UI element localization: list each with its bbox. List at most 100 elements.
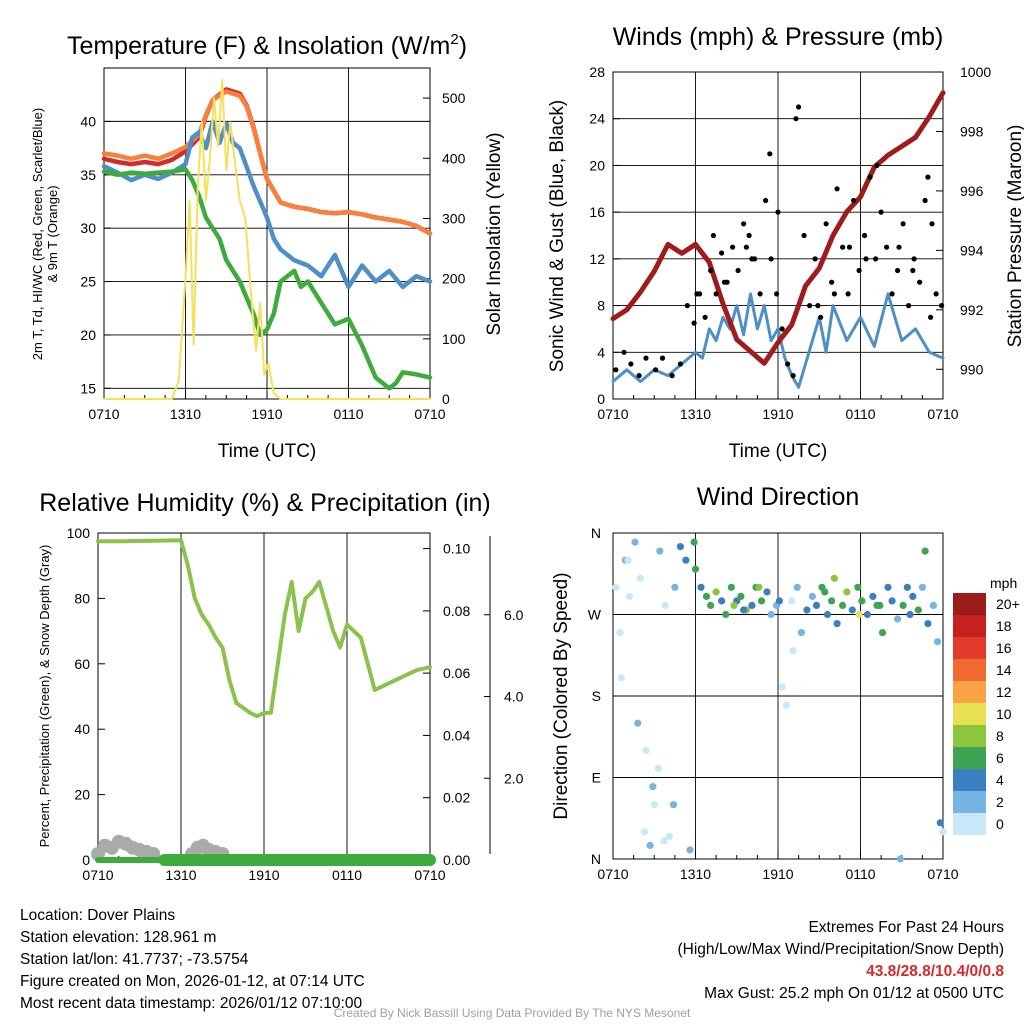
direction-point bbox=[878, 629, 887, 637]
direction-point bbox=[682, 556, 690, 564]
gust-point bbox=[922, 197, 928, 204]
right-tick-label: 996 bbox=[960, 183, 984, 199]
direction-point bbox=[858, 597, 866, 605]
extremes-info: Extremes For Past 24 Hours (High/Low/Max… bbox=[678, 917, 1005, 1005]
gust-point bbox=[884, 244, 890, 250]
gust-point bbox=[863, 256, 869, 262]
colorbar-label: 18 bbox=[996, 618, 1012, 634]
gust-point bbox=[917, 279, 923, 285]
series-line-station-pressure bbox=[610, 90, 946, 366]
x-tick-label: 0110 bbox=[332, 867, 362, 883]
direction-point bbox=[691, 565, 700, 573]
gust-point bbox=[702, 314, 708, 320]
station-location: Location: Dover Plains bbox=[20, 907, 176, 924]
direction-point bbox=[921, 547, 929, 555]
gust-point bbox=[812, 256, 818, 262]
series-line-solar-insolation bbox=[103, 79, 431, 400]
max-gust: Max Gust: 25.2 mph On 01/12 at 0500 UTC bbox=[704, 985, 1004, 1002]
direction-point bbox=[888, 597, 896, 605]
gust-point bbox=[851, 197, 857, 204]
y-tick-label: 80 bbox=[74, 590, 90, 606]
direction-point bbox=[660, 837, 668, 845]
colorbar-label: 12 bbox=[996, 684, 1012, 700]
direction-point bbox=[821, 588, 829, 596]
direction-point bbox=[808, 592, 817, 601]
right-tick-label: 200 bbox=[442, 271, 466, 287]
direction-tick-label: S bbox=[592, 688, 601, 704]
y-tick-label: 28 bbox=[589, 64, 605, 80]
x-tick-label: 0710 bbox=[597, 866, 628, 882]
y-tick-label: 40 bbox=[80, 113, 96, 129]
direction-point bbox=[914, 606, 922, 614]
colorbar-swatch bbox=[953, 769, 986, 791]
direction-point bbox=[894, 615, 902, 623]
direction-point bbox=[855, 610, 863, 619]
y-tick-label: 16 bbox=[589, 204, 605, 220]
y-tick-label: 30 bbox=[80, 220, 96, 236]
gust-point bbox=[862, 232, 868, 239]
rh-line bbox=[96, 538, 432, 719]
direction-point bbox=[707, 601, 715, 610]
precip-tick-label: 0.02 bbox=[443, 790, 470, 806]
direction-point bbox=[782, 701, 790, 709]
gust-point bbox=[691, 320, 697, 326]
direction-point bbox=[839, 601, 847, 610]
y-tick-label: 15 bbox=[80, 380, 96, 396]
direction-point bbox=[690, 538, 698, 546]
snow-tick-label: 6.0 bbox=[504, 607, 524, 623]
gust-point bbox=[878, 209, 884, 215]
direction-point bbox=[702, 592, 711, 601]
gust-point bbox=[743, 244, 750, 250]
direction-point bbox=[631, 538, 639, 546]
gust-point bbox=[793, 116, 799, 122]
direction-point bbox=[740, 606, 748, 614]
gust-point bbox=[801, 232, 807, 239]
x-tick-label: 0710 bbox=[927, 406, 958, 422]
y-tick-label: 60 bbox=[74, 656, 90, 672]
direction-point bbox=[641, 828, 649, 836]
colorbar-label: 2 bbox=[996, 794, 1004, 810]
direction-point bbox=[823, 610, 832, 619]
y-axis-label-left: Percent, Precipitation (Green), & Snow D… bbox=[37, 545, 52, 848]
snow-tick-label: 2.0 bbox=[504, 770, 524, 786]
direction-point bbox=[830, 574, 839, 582]
y-tick-label: 25 bbox=[80, 274, 96, 290]
x-tick-label: 1910 bbox=[251, 406, 282, 422]
colorbar-swatch bbox=[953, 593, 986, 615]
y-axis-label-right: Station Pressure (Maroon) bbox=[1005, 125, 1024, 348]
right-tick-label: 500 bbox=[442, 90, 466, 106]
gust-point bbox=[677, 361, 684, 367]
gust-point bbox=[925, 174, 931, 180]
y-tick-label: 20 bbox=[589, 157, 605, 173]
colorbar-label: 0 bbox=[996, 816, 1004, 832]
station-latlon: Station lat/lon: 41.7737; -73.5754 bbox=[20, 951, 249, 968]
gust-point bbox=[939, 303, 945, 309]
gust-point bbox=[889, 291, 895, 297]
right-tick-label: 300 bbox=[442, 210, 466, 226]
gust-point bbox=[779, 326, 785, 332]
gust-point bbox=[749, 256, 755, 262]
direction-point bbox=[906, 610, 914, 619]
direction-point bbox=[617, 674, 625, 682]
direction-point bbox=[642, 746, 650, 754]
direction-point bbox=[828, 597, 836, 605]
gust-point bbox=[659, 355, 666, 361]
direction-point bbox=[924, 620, 932, 628]
gust-point bbox=[768, 256, 774, 262]
gust-point bbox=[763, 197, 769, 204]
right-tick-label: 0 bbox=[442, 391, 450, 407]
gust-point bbox=[807, 303, 813, 309]
gust-point bbox=[873, 256, 879, 262]
y-tick-label: 24 bbox=[589, 111, 605, 127]
series-line-2m-dew-point bbox=[101, 167, 433, 391]
colorbar-swatch bbox=[953, 791, 986, 813]
x-tick-label: 1910 bbox=[248, 867, 279, 883]
colorbar-title: mph bbox=[990, 575, 1017, 591]
direction-point bbox=[654, 764, 663, 773]
right-tick-label: 994 bbox=[960, 242, 984, 258]
direction-point bbox=[730, 601, 738, 610]
gust-point bbox=[896, 244, 902, 250]
direction-point bbox=[763, 588, 771, 596]
gust-point bbox=[845, 291, 851, 297]
